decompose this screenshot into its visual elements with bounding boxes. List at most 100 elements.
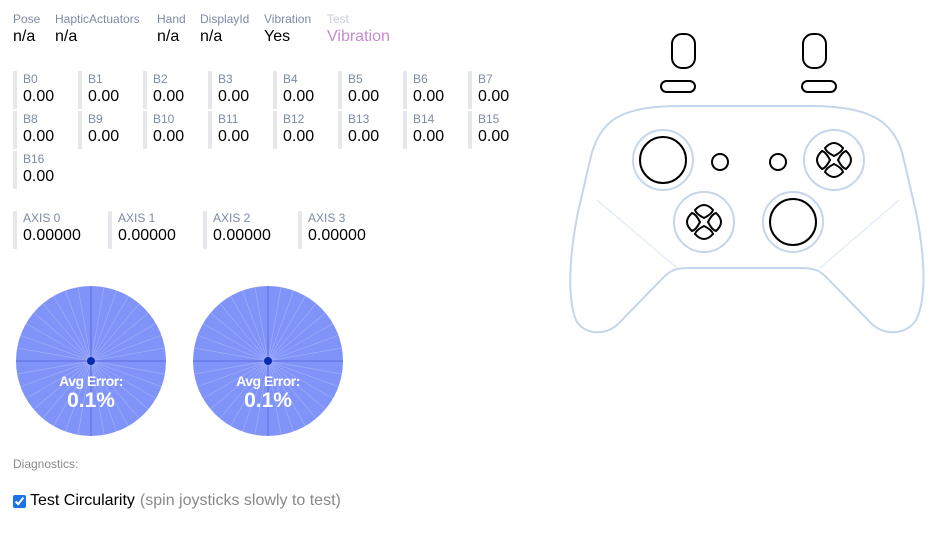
button-value: 0.00 [348, 128, 380, 145]
button-b6: B6 0.00 [403, 71, 463, 109]
info-displayid: DisplayId n/a [200, 12, 249, 47]
button-b7: B7 0.00 [468, 71, 528, 109]
select-button [711, 153, 729, 171]
info-label: DisplayId [200, 12, 250, 26]
info-value: n/a [200, 28, 223, 45]
diagnostics-label: Diagnostics: [13, 457, 79, 471]
circularity-plot: Avg Error:0.1% [16, 286, 166, 436]
button-b2: B2 0.00 [143, 71, 203, 109]
button-label: B8 [23, 112, 38, 126]
start-button [769, 153, 787, 171]
button-value: 0.00 [88, 128, 120, 145]
button-label: B7 [478, 72, 493, 86]
button-label: B0 [23, 72, 38, 86]
circularity-plots: Avg Error:0.1%Avg Error:0.1% [16, 286, 343, 436]
axis-3: AXIS 3 0.00000 [298, 211, 388, 249]
button-value: 0.00 [218, 128, 250, 145]
circularity-plot: Avg Error:0.1% [193, 286, 343, 436]
info-pose: Pose n/a [13, 12, 40, 47]
info-value: n/a [157, 28, 180, 45]
info-test: Test Vibration [327, 12, 390, 47]
button-label: B16 [23, 152, 45, 166]
button-b16: B16 0.00 [13, 151, 73, 189]
button-label: B11 [218, 112, 239, 126]
button-value: 0.00 [218, 88, 250, 105]
info-hapticactuators: HapticActuators n/a [55, 12, 140, 47]
axis-1: AXIS 1 0.00000 [108, 211, 198, 249]
axis-value: 0.00000 [213, 227, 271, 244]
button-value: 0.00 [413, 128, 445, 145]
button-label: B9 [88, 112, 103, 126]
button-b4: B4 0.00 [273, 71, 333, 109]
button-b1: B1 0.00 [78, 71, 138, 109]
test-circularity-checkbox[interactable] [13, 494, 26, 508]
info-value: Yes [264, 28, 291, 45]
button-value: 0.00 [478, 88, 510, 105]
right-stick [769, 198, 817, 246]
info-value: n/a [13, 28, 36, 45]
info-label: Pose [13, 12, 41, 26]
button-label: B6 [413, 72, 428, 86]
button-label: B2 [153, 72, 168, 86]
avg-error-title: Avg Error: [59, 373, 123, 389]
test-circularity-hint: (spin joysticks slowly to test) [139, 492, 341, 509]
left-stick [639, 136, 687, 184]
button-value: 0.00 [23, 168, 55, 185]
button-value: 0.00 [88, 88, 120, 105]
button-label: B14 [413, 112, 435, 126]
info-vibration: Vibration Yes [264, 12, 311, 47]
right-bumper [802, 33, 827, 69]
button-b13: B13 0.00 [338, 111, 398, 149]
button-b8: B8 0.00 [13, 111, 73, 149]
button-value: 0.00 [153, 128, 185, 145]
button-label: B5 [348, 72, 363, 86]
button-value: 0.00 [23, 88, 55, 105]
center-dot [264, 357, 272, 365]
button-label: B12 [283, 112, 305, 126]
info-label: Hand [157, 12, 186, 26]
axis-0: AXIS 0 0.00000 [13, 211, 103, 249]
axis-value: 0.00000 [308, 227, 366, 244]
info-label: Vibration [264, 12, 312, 26]
button-value: 0.00 [23, 128, 55, 145]
info-hand: Hand n/a [157, 12, 186, 47]
axis-label: AXIS 3 [308, 211, 346, 225]
left-trigger [660, 80, 696, 93]
avg-error-title: Avg Error: [236, 373, 300, 389]
axis-2: AXIS 2 0.00000 [203, 211, 293, 249]
button-b15: B15 0.00 [468, 111, 528, 149]
button-b11: B11 0.00 [208, 111, 268, 149]
right-trigger [801, 80, 837, 93]
button-label: B13 [348, 112, 370, 126]
avg-error-value: 0.1% [67, 389, 115, 412]
test-circularity-option[interactable]: Test Circularity (spin joysticks slowly … [13, 492, 341, 510]
center-dot [87, 357, 95, 365]
button-value: 0.00 [478, 128, 510, 145]
left-bumper [671, 33, 696, 69]
axis-value: 0.00000 [118, 227, 176, 244]
axis-label: AXIS 1 [118, 211, 156, 225]
button-b3: B3 0.00 [208, 71, 268, 109]
axis-label: AXIS 2 [213, 211, 251, 225]
button-value: 0.00 [348, 88, 380, 105]
button-b12: B12 0.00 [273, 111, 333, 149]
controller-body [569, 105, 925, 334]
info-value: n/a [55, 28, 78, 45]
avg-error-value: 0.1% [244, 389, 292, 412]
button-b0: B0 0.00 [13, 71, 73, 109]
dpad [686, 204, 722, 240]
button-value: 0.00 [413, 88, 445, 105]
button-value: 0.00 [153, 88, 185, 105]
button-value: 0.00 [283, 88, 315, 105]
button-value: 0.00 [283, 128, 315, 145]
test-circularity-label: Test Circularity [30, 492, 135, 509]
button-label: B15 [478, 112, 500, 126]
button-b5: B5 0.00 [338, 71, 398, 109]
button-label: B10 [153, 112, 175, 126]
button-label: B4 [283, 72, 298, 86]
axis-value: 0.00000 [23, 227, 81, 244]
info-label: HapticActuators [55, 12, 140, 26]
button-label: B1 [88, 72, 103, 86]
info-value: Vibration [327, 28, 390, 45]
info-label: Test [327, 12, 350, 26]
